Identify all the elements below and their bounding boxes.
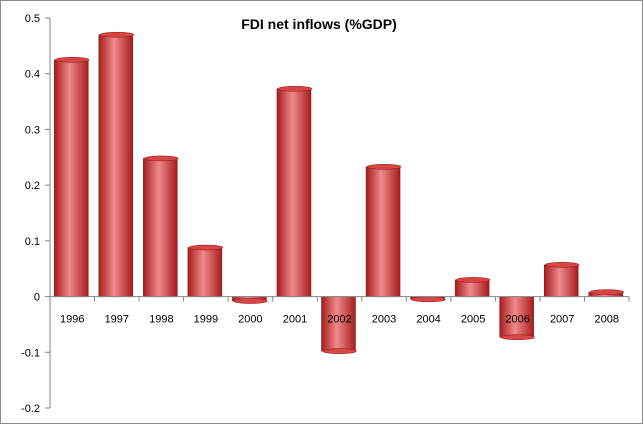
bar-2005 [454,277,491,297]
y-tick-label: 0 [34,292,40,304]
x-tick-label: 2008 [594,314,618,326]
x-tick-label: 1997 [105,314,129,326]
x-tick-label: 2001 [283,314,307,326]
bar-1998 [143,155,179,297]
bar [98,34,134,297]
bar-cap [55,57,90,63]
bar-cap [500,334,535,340]
x-tick-label: 2002 [327,314,351,326]
bar-2000 [232,296,268,304]
y-tick-label: 0.2 [25,180,40,192]
bar-2008 [588,289,624,297]
bar-cap [277,86,313,92]
bar-cap [233,298,268,304]
x-tick-label: 1999 [194,314,218,326]
bar [143,158,178,297]
bar [276,88,312,297]
bars-layer [54,31,624,354]
bar-2004 [410,296,446,303]
bar-cap [188,244,224,251]
axis-labels: -0.2 -0.1 0 0.1 0.2 0.3 0.4 0.5 1996 1997 1998 1999… [21,13,619,415]
bar [54,59,89,297]
bar-cap [455,277,491,283]
bar [321,296,356,352]
bar-cap [411,296,446,303]
bar-1997 [98,31,135,297]
x-tick-label: 2005 [461,314,485,326]
bar-2003 [365,164,402,297]
bar-cap [589,289,624,295]
bar-cap [366,164,402,170]
bar-2002 [321,296,357,354]
y-tick-label: -0.1 [21,347,40,359]
axes [45,17,630,409]
bar [187,247,223,297]
x-tick-label: 1998 [149,314,173,326]
chart-title: FDI net inflows (%GDP) [241,16,397,32]
x-tick-label: 1996 [60,314,84,326]
bar-cap [322,348,357,354]
y-tick-label: 0.4 [25,69,40,81]
x-tick-label: 2003 [372,314,396,326]
bar-cap [544,262,580,268]
bar-2001 [276,86,313,297]
x-tick-label: 2006 [505,314,529,326]
bar-2007 [543,262,580,297]
x-tick-label: 2004 [416,314,440,326]
y-tick-label: -0.2 [21,403,40,415]
bar-cap [144,155,179,162]
x-tick-label: 2007 [550,314,574,326]
y-tick-label: 0.5 [25,13,40,25]
bar-1999 [187,244,224,297]
bar [365,166,401,297]
x-tick-label: 2000 [238,314,262,326]
y-tick-label: 0.1 [25,236,40,248]
y-tick-label: 0.3 [25,124,40,136]
bar [543,264,579,297]
bar-cap [99,31,135,38]
bar-1996 [54,57,90,297]
